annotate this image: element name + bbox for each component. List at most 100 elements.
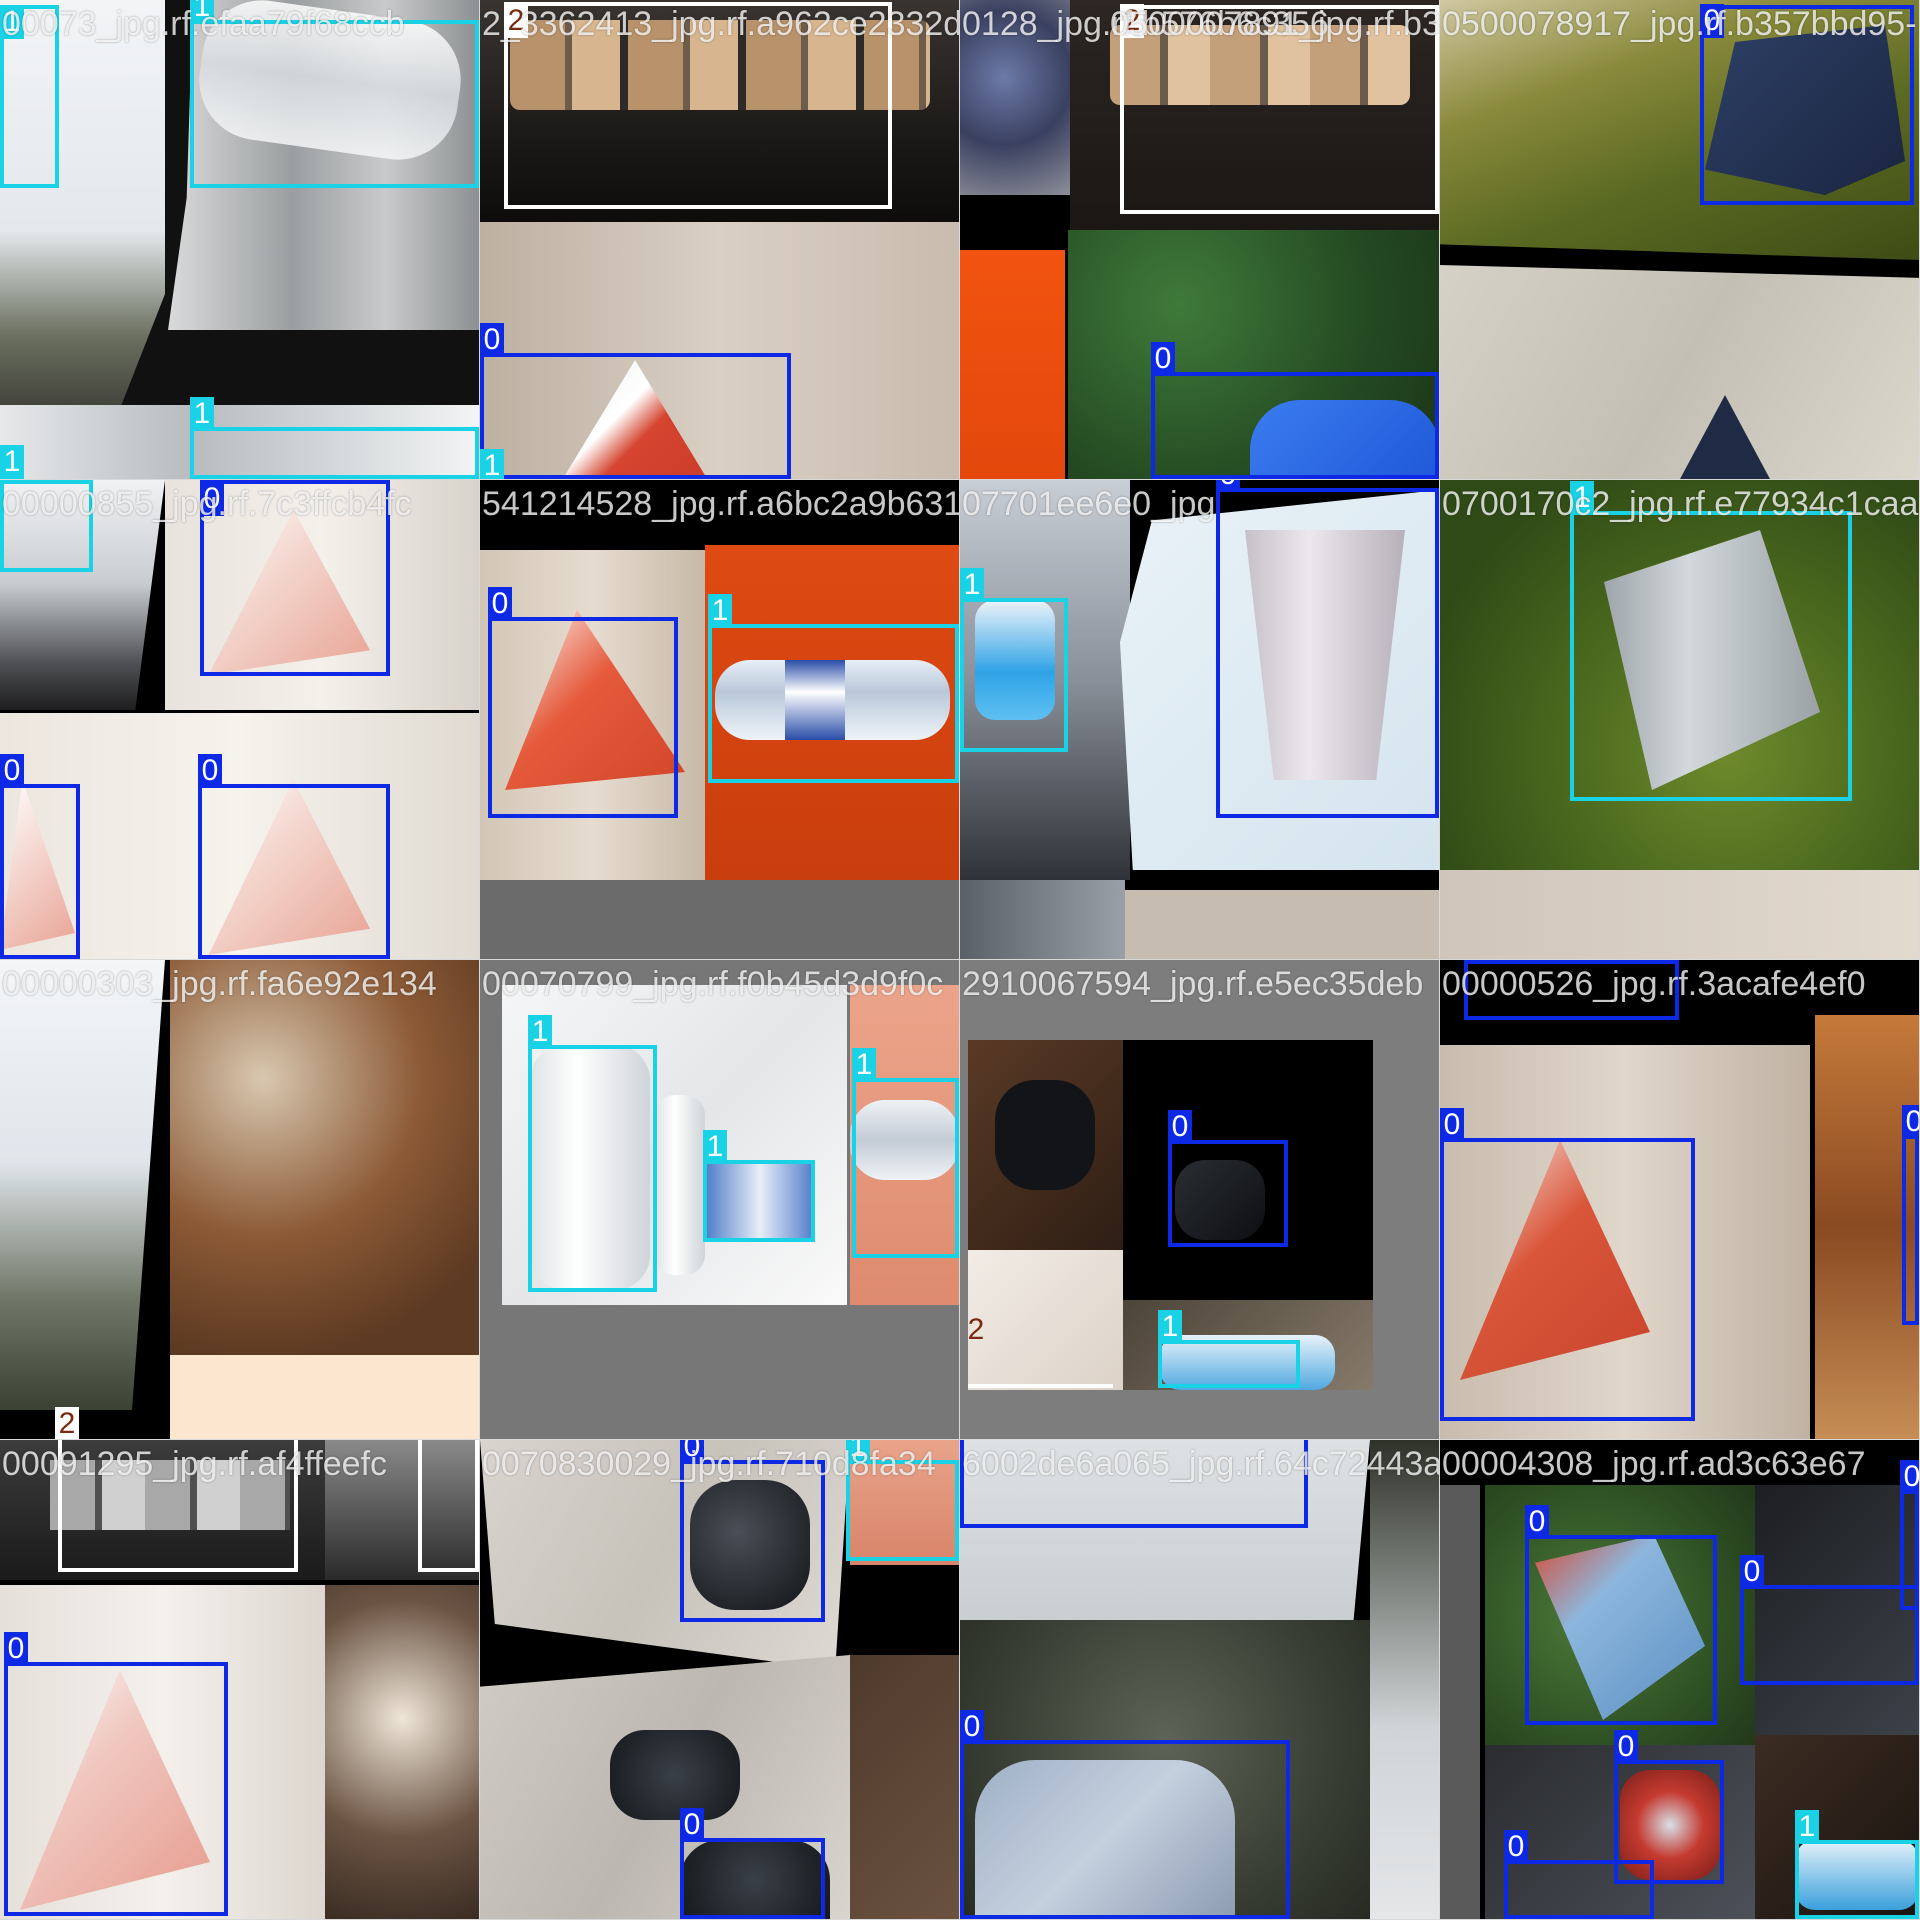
detection-box: 0 — [1504, 1830, 1654, 1919]
background-image — [1815, 1015, 1919, 1439]
detection-box: 1 — [846, 1440, 959, 1561]
class-label: 0 — [680, 1440, 704, 1464]
background-image — [0, 0, 165, 420]
detection-box: 0 — [680, 1808, 825, 1919]
background-image — [1440, 265, 1919, 479]
detection-box: 0 — [4, 1632, 228, 1916]
image-filename: 00073_jpg.rf.efaa79f68ccb — [2, 5, 405, 43]
detection-box: 0 — [200, 480, 390, 676]
detection-box: 0 — [1216, 480, 1439, 818]
plastic-bag-image — [1175, 1160, 1265, 1240]
background-image — [968, 1250, 1123, 1390]
class-label: 0 — [1440, 1108, 1464, 1142]
mosaic-tile: 0 6002de6a065_jpg.rf.64c72443af — [960, 1440, 1439, 1919]
detection-box: 0 — [1740, 1555, 1919, 1685]
plastic-bag-image — [690, 1480, 810, 1610]
background-image — [1370, 1440, 1439, 1919]
image-filename: 2910067594_jpg.rf.e5ec35deb — [962, 965, 1424, 1003]
background-image — [170, 960, 479, 1355]
class-label: 2 — [1120, 4, 1144, 38]
class-label: 0 — [198, 754, 222, 788]
detection-box: 1 — [703, 1130, 815, 1242]
image-filename: 07701ee6e0_jpg — [962, 485, 1216, 523]
class-label: 0 — [960, 1710, 984, 1744]
detection-box: 0 — [1700, 4, 1914, 205]
background-image — [480, 880, 959, 959]
image-filename: 0500007891_jpg.rf.b357bbd95 — [1110, 5, 1439, 43]
class-label: 0 — [200, 482, 224, 516]
bottle-image — [975, 600, 1055, 720]
mosaic-tile: 2 0 0128_jpg.rf.b576b6c356 0500007891_jp… — [960, 0, 1439, 479]
background-image — [1125, 890, 1439, 959]
class-label: 0 — [1168, 1110, 1192, 1144]
mosaic-tile: 0 1 0 0070830029_jpg.rf.710d8fa34 — [480, 1440, 959, 1919]
class-label: 1 — [1570, 481, 1594, 515]
class-label: 1 — [708, 594, 732, 628]
detection-box: 1 — [190, 0, 479, 188]
class-label: 0 — [1464, 960, 1488, 964]
class-label: 1 — [190, 397, 214, 431]
image-filename: 6002de6a065_jpg.rf.64c72443af — [962, 1445, 1439, 1483]
detection-box: 1 — [852, 1048, 959, 1258]
mosaic-tile: 1 1 1 1 00073_jpg.rf.efaa79f68ccb — [0, 0, 479, 479]
mosaic-tile: 0 0 0 00000855_jpg.rf.7c3ffcb4fc — [0, 480, 479, 959]
class-label: 1 — [0, 5, 24, 39]
detection-box: 1 — [0, 445, 24, 479]
background-image — [960, 0, 1070, 195]
detection-box: 2 — [504, 2, 892, 209]
background-image — [1440, 1485, 1480, 1919]
background-image — [480, 222, 959, 479]
detection-box: 0 — [480, 323, 791, 479]
plastic-bag-image — [1250, 400, 1439, 479]
mosaic-tile: 1 0700170c2_jpg.rf.e77934c1caac — [1440, 480, 1919, 959]
image-filename: 0500078917_jpg.rf.b357bbd95-1 — [1442, 5, 1919, 43]
cups-image — [510, 20, 930, 110]
cup-image — [1245, 530, 1405, 780]
detection-box: 2 — [418, 1440, 479, 1572]
detection-box — [0, 480, 93, 572]
class-label: 1 — [0, 445, 24, 479]
detection-box: 0 — [1168, 1110, 1288, 1247]
image-filename: 0128_jpg.rf.b576b6c356 — [962, 5, 1329, 43]
class-label: 1 — [852, 1048, 876, 1082]
image-filename: 541214528_jpg.rf.a6bc2a9b6317c63 — [482, 485, 959, 523]
plastic-bag-image — [680, 1840, 830, 1919]
detection-box: 0 — [488, 587, 678, 818]
class-label: 0 — [1614, 1730, 1638, 1764]
detection-box: 2 — [58, 1440, 298, 1572]
detection-box: 0 — [198, 754, 390, 959]
detection-box: 0 — [1614, 1730, 1724, 1884]
detection-box: 0 — [1440, 1108, 1695, 1421]
class-label: 1 — [960, 568, 984, 602]
can-image — [705, 1160, 815, 1240]
background-image — [0, 960, 165, 1410]
mosaic-tile: 1 1 1 00070799_jpg.rf.f0b45d3d9f0c — [480, 960, 959, 1439]
detection-box: 0 — [1902, 1105, 1919, 1325]
class-label: 1 — [480, 449, 504, 479]
image-filename: 0070830029_jpg.rf.710d8fa34 — [482, 1445, 936, 1483]
bottle-image — [655, 1095, 705, 1275]
detection-box: 0 — [1464, 960, 1679, 1020]
detection-box: 0 — [1900, 1460, 1919, 1610]
image-filename: 00000526_jpg.rf.3acafe4ef0 — [1442, 965, 1866, 1003]
bottle-image — [1160, 1335, 1335, 1390]
bottle-image — [530, 1045, 650, 1290]
bottle-image — [850, 1100, 959, 1180]
background-image — [1440, 1045, 1810, 1439]
class-label: 0 — [1700, 4, 1724, 38]
detection-box: 0 — [1525, 1505, 1717, 1725]
mosaic-tile: 0 2 1 2910067594_jpg.rf.e5ec35deb — [960, 960, 1439, 1439]
class-label: 0 — [1900, 1460, 1919, 1494]
bottle-image — [1795, 1840, 1919, 1910]
class-label: 0 — [1504, 1830, 1528, 1864]
class-label: 0 — [1525, 1505, 1549, 1539]
image-filename: 00000855_jpg.rf.7c3ffcb4fc — [2, 485, 412, 523]
mosaic-tile: 1 0 07701ee6e0_jpg — [960, 480, 1439, 959]
detection-box: 0 — [1151, 342, 1439, 479]
background-image — [960, 250, 1065, 479]
detection-box: 1 — [708, 594, 959, 783]
class-label: 1 — [1158, 1310, 1182, 1344]
plastic-bag-image — [975, 1760, 1235, 1919]
image-filename: 2_3362413_jpg.rf.a962ce2332d291 — [482, 5, 959, 43]
